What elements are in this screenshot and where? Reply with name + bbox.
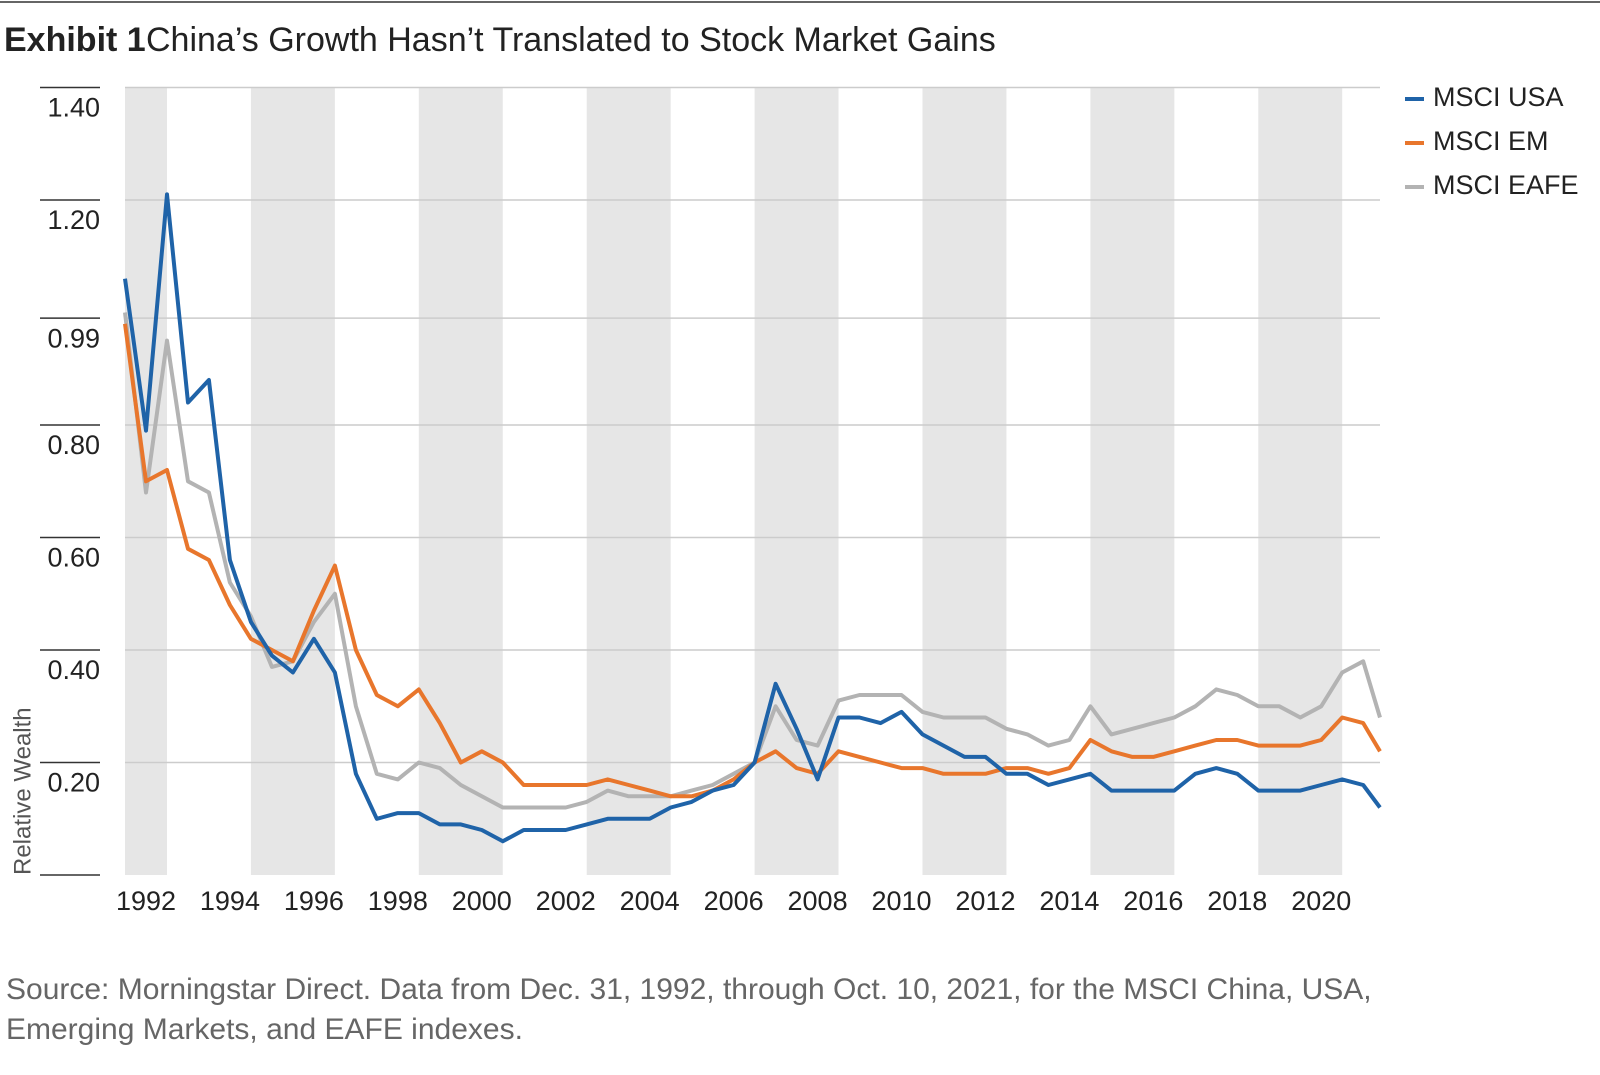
x-tick-label: 2018	[1207, 886, 1267, 916]
x-tick-label: 2016	[1123, 886, 1183, 916]
legend-label: MSCI EM	[1433, 126, 1549, 156]
chart: Exhibit 1 China’s Growth Hasn’t Translat…	[0, 1, 1600, 916]
x-tick-label: 2010	[871, 886, 931, 916]
source-note: Source: Morningstar Direct. Data from De…	[6, 973, 1372, 1046]
x-tick-label: 1992	[116, 886, 176, 916]
y-tick-label: 1.40	[47, 93, 100, 123]
series-line	[123, 192, 1382, 844]
x-tick-label: 2002	[536, 886, 596, 916]
legend-label: MSCI EAFE	[1433, 170, 1579, 200]
y-tick-label: 1.20	[47, 205, 100, 235]
y-tick-label: 0.99	[47, 323, 100, 353]
x-tick-label: 2004	[620, 886, 680, 916]
x-tick-label: 2014	[1039, 886, 1099, 916]
exhibit-label: Exhibit 1	[4, 21, 146, 59]
year-band	[418, 87, 503, 875]
x-tick-label: 2012	[955, 886, 1015, 916]
year-band	[1258, 87, 1343, 875]
x-tick-label: 1994	[200, 886, 260, 916]
year-band	[586, 87, 671, 875]
x-tick-label: 2008	[788, 886, 848, 916]
x-tick-label: 2006	[704, 886, 764, 916]
year-band	[1090, 87, 1175, 875]
y-tick-label: 0.40	[47, 655, 100, 685]
x-tick-label: 1996	[284, 886, 344, 916]
legend-label: MSCI USA	[1433, 82, 1564, 112]
y-tick-label: 0.20	[47, 768, 100, 798]
grid: 1992 1994 1996 1998 2000 2002 2004 2006 2008 2010…	[40, 86, 1380, 916]
x-tick-label: 2020	[1291, 886, 1351, 916]
lines	[123, 192, 1382, 844]
y-axis-title: Relative Wealth	[9, 707, 36, 875]
year-band	[754, 87, 839, 875]
y-tick-label: 0.60	[47, 543, 100, 573]
x-tick-label: 2000	[452, 886, 512, 916]
x-tick-label: 1998	[368, 886, 428, 916]
y-tick-label: 0.80	[47, 430, 100, 460]
legend: MSCI USA MSCI EM MSCI EAFE	[1405, 82, 1579, 200]
chart-title: China’s Growth Hasn’t Translated to Stoc…	[146, 21, 996, 59]
year-band	[250, 87, 335, 875]
